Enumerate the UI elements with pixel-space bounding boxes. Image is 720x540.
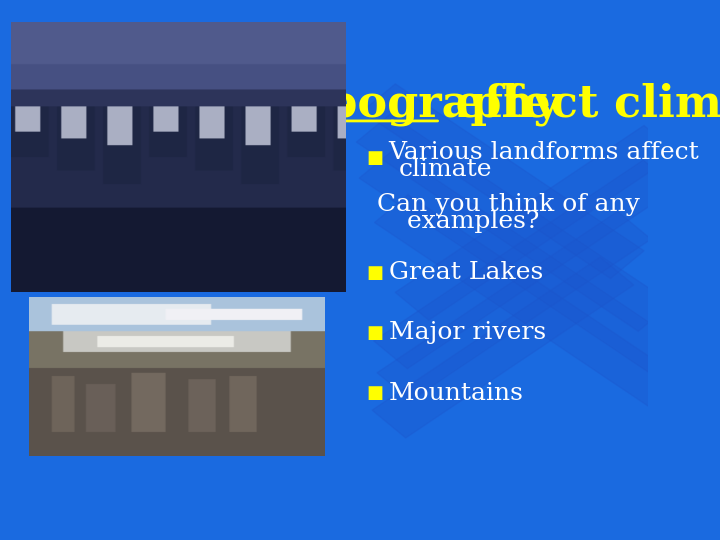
Polygon shape	[356, 114, 672, 332]
Text: ■: ■	[366, 150, 383, 167]
Text: effect climate?: effect climate?	[441, 83, 720, 126]
Polygon shape	[377, 211, 651, 401]
Text: ■: ■	[366, 264, 383, 282]
Text: ■: ■	[366, 384, 383, 402]
Text: Great Lakes: Great Lakes	[389, 261, 543, 284]
Text: Major rivers: Major rivers	[389, 321, 546, 345]
Polygon shape	[374, 195, 698, 417]
Polygon shape	[372, 257, 634, 438]
Text: climate: climate	[399, 158, 492, 181]
Polygon shape	[359, 150, 691, 379]
Polygon shape	[374, 160, 677, 369]
Text: Mountains: Mountains	[389, 382, 523, 405]
Text: examples?: examples?	[392, 211, 540, 233]
Text: Various landforms affect: Various landforms affect	[389, 141, 699, 165]
Text: Can you think of any: Can you think of any	[377, 193, 640, 217]
Polygon shape	[395, 125, 678, 320]
Text: ■: ■	[366, 324, 383, 342]
Text: topography: topography	[277, 83, 560, 126]
Text: How does: How does	[112, 83, 368, 126]
Polygon shape	[361, 84, 644, 279]
